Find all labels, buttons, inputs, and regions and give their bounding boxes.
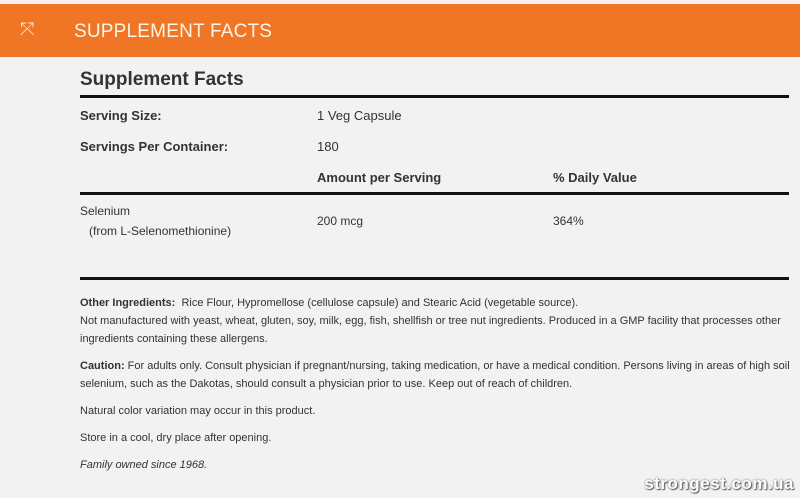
storage-note: Store in a cool, dry place after opening…	[80, 432, 272, 444]
servings-label: Servings Per Container:	[80, 139, 229, 154]
caution-text: For adults only. Consult physician if pr…	[80, 360, 790, 390]
divider	[80, 192, 789, 195]
notes: Other Ingredients: Rice Flour, Hypromell…	[80, 294, 790, 483]
serving-size-label: Serving Size:	[80, 108, 162, 123]
shrink-arrows-icon[interactable]: ⤧	[20, 19, 35, 39]
divider	[80, 95, 789, 98]
section-header[interactable]: ⤧ SUPPLEMENT FACTS	[0, 4, 800, 57]
serving-size-value: 1 Veg Capsule	[317, 108, 402, 123]
other-ingredients-label: Other Ingredients:	[80, 297, 176, 309]
other-ingredients: Other Ingredients: Rice Flour, Hypromell…	[80, 294, 790, 312]
amount-header: Amount per Serving	[317, 170, 442, 185]
facts-title: Supplement Facts	[80, 69, 244, 90]
divider	[80, 277, 789, 280]
dv-header: % Daily Value	[553, 170, 637, 185]
caution-note: Caution: For adults only. Consult physic…	[80, 357, 790, 393]
other-ingredients-text: Rice Flour, Hypromellose (cellulose caps…	[181, 297, 579, 309]
servings-value: 180	[317, 139, 339, 154]
nutrient-source: (from L-Selenomethionine)	[89, 224, 232, 238]
section-title: SUPPLEMENT FACTS	[74, 21, 273, 42]
color-note: Natural color variation may occur in thi…	[80, 405, 316, 417]
nutrient-dv: 364%	[553, 214, 584, 228]
allergen-note: Not manufactured with yeast, wheat, glut…	[80, 315, 781, 345]
caution-label: Caution:	[80, 360, 125, 372]
watermark: strongest.com.ua	[644, 474, 794, 493]
family-note: Family owned since 1968.	[80, 459, 208, 471]
nutrient-amount: 200 mcg	[317, 214, 364, 228]
nutrient-name: Selenium	[80, 204, 131, 218]
